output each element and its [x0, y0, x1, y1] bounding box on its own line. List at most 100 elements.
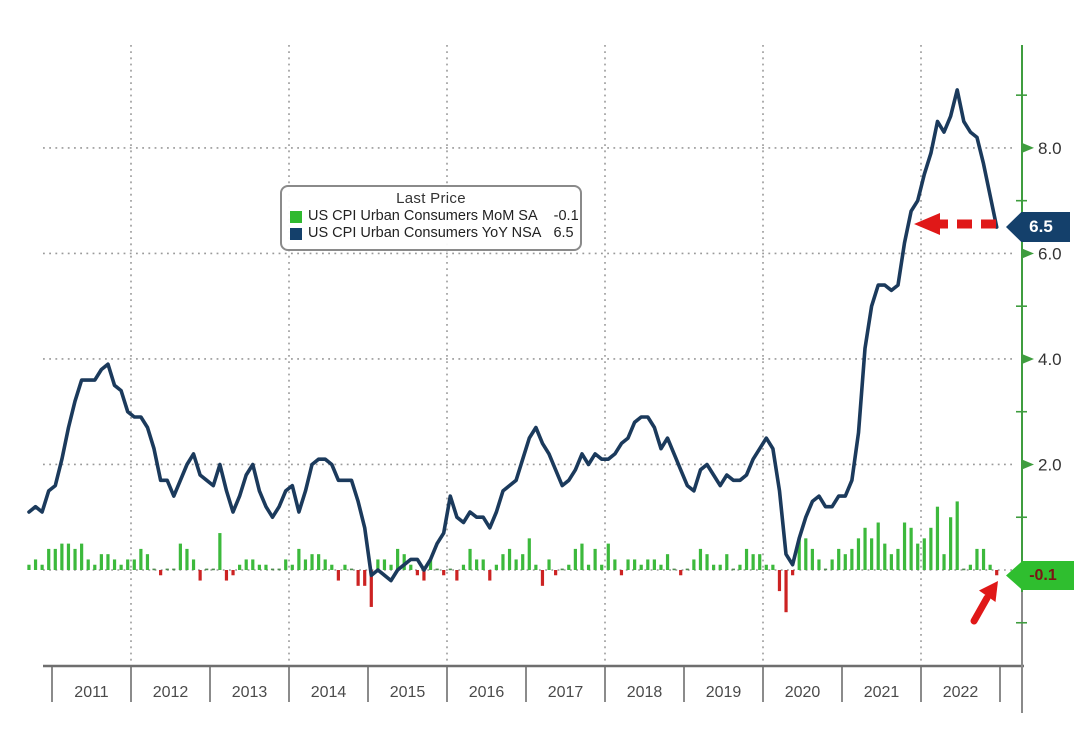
mom-bar — [758, 554, 762, 570]
mom-bar — [975, 548, 979, 570]
mom-bar — [106, 554, 110, 570]
mom-bar — [389, 564, 393, 570]
mom-bar — [409, 564, 413, 570]
mom-bar — [593, 548, 597, 570]
y-tick-label: 8.0 — [1038, 139, 1062, 158]
mom-bar — [922, 538, 926, 570]
mom-bar — [139, 548, 143, 570]
mom-bar — [185, 548, 189, 570]
mom-bar — [580, 543, 584, 570]
mom-bar — [396, 548, 400, 570]
mom-bar — [672, 568, 676, 571]
yoy-series-value: 6.5 — [553, 225, 574, 241]
mom-bar — [66, 543, 71, 570]
mom-bar — [547, 559, 551, 570]
mom-bar — [534, 564, 538, 570]
mom-bar — [126, 559, 130, 570]
mom-bar — [626, 559, 630, 570]
y-tick-label: 6.0 — [1038, 244, 1062, 263]
mom-bar — [343, 564, 347, 570]
year-label: 2012 — [153, 684, 189, 701]
mom-bar — [554, 570, 558, 576]
mom-bar — [692, 559, 696, 570]
mom-bar — [415, 570, 419, 576]
mom-bar — [540, 570, 545, 586]
year-label: 2021 — [864, 684, 900, 701]
mom-bar — [468, 548, 472, 570]
mom-bar — [297, 548, 301, 570]
y-tick-arrow-icon — [1022, 248, 1034, 259]
year-label: 2015 — [390, 684, 426, 701]
mom-bar — [455, 570, 459, 581]
mom-bar — [777, 570, 782, 592]
y-axis: 8.0 6.0 4.0 2.0 — [1016, 45, 1062, 713]
mom-bar — [356, 570, 360, 586]
mom-bar — [883, 543, 887, 570]
y-tick-arrow-icon — [1022, 459, 1034, 470]
mom-bar — [119, 564, 123, 570]
mom-bar — [73, 548, 77, 570]
mom-bar — [909, 527, 913, 570]
mom-bar — [744, 548, 749, 570]
mom-bar — [159, 570, 163, 576]
mom-bar — [60, 543, 64, 570]
mom-bar — [771, 564, 775, 570]
mom-bar — [606, 543, 610, 570]
mom-bar — [422, 570, 426, 581]
mom-bar — [995, 570, 999, 576]
mom-bar — [830, 559, 834, 570]
mom-bar — [349, 568, 354, 571]
mom-bar — [145, 554, 150, 570]
year-label: 2014 — [311, 684, 347, 701]
mom-bar — [731, 568, 735, 571]
mom-series-swatch-icon — [290, 210, 302, 223]
mom-bar — [698, 548, 703, 570]
y-tick-label: 2.0 — [1038, 455, 1062, 474]
mom-bar — [791, 570, 795, 576]
mom-bar — [929, 527, 933, 570]
mom-bar — [270, 568, 275, 571]
solid-arrow-shaft — [970, 594, 991, 625]
year-label: 2011 — [74, 684, 109, 701]
yoy-line — [27, 88, 999, 583]
mom-bar — [962, 568, 966, 571]
mom-bar — [823, 568, 828, 571]
mom-bar — [198, 570, 202, 581]
mom-bar — [323, 559, 327, 570]
mom-bar — [725, 554, 729, 570]
mom-bar — [165, 568, 169, 571]
mom-bar — [238, 564, 242, 570]
y-tick-arrow-icon — [1022, 353, 1034, 364]
mom-bar — [152, 568, 156, 571]
mom-bar — [942, 554, 946, 570]
y-tick-arrow-icon — [1022, 142, 1034, 153]
mom-bar — [784, 570, 788, 613]
dashed-arrow-head-icon — [914, 213, 940, 235]
mom-bar — [949, 517, 953, 570]
mom-bar — [53, 548, 57, 570]
year-label: 2020 — [785, 684, 821, 701]
mom-bar — [527, 538, 531, 570]
mom-bar — [837, 548, 841, 570]
mom-bar — [47, 548, 51, 570]
year-label: 2019 — [706, 684, 742, 701]
mom-bar — [330, 564, 334, 570]
mom-bar — [639, 564, 643, 570]
mom-bar — [685, 568, 689, 571]
mom-bar — [521, 554, 525, 570]
mom-bar — [475, 559, 479, 570]
mom-bar — [679, 570, 683, 576]
mom-bar — [751, 554, 755, 570]
legend-box: Last Price US CPI Urban Consumers MoM SA… — [280, 185, 582, 251]
mom-bar — [205, 568, 209, 571]
x-axis: 2011 2012 2013 2014 2015 2016 2017 2018 2019 2020… — [43, 664, 1024, 702]
mom-bar — [376, 559, 380, 570]
solid-arrow-head-icon — [979, 581, 998, 602]
mom-bar — [369, 570, 373, 607]
mom-bar — [382, 559, 387, 570]
mom-bar — [850, 548, 854, 570]
mom-bar — [264, 564, 268, 570]
mom-bar — [310, 554, 314, 570]
mom-bar — [870, 538, 874, 570]
